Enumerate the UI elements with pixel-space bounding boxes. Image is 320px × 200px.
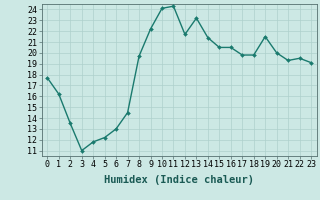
X-axis label: Humidex (Indice chaleur): Humidex (Indice chaleur) [104, 175, 254, 185]
